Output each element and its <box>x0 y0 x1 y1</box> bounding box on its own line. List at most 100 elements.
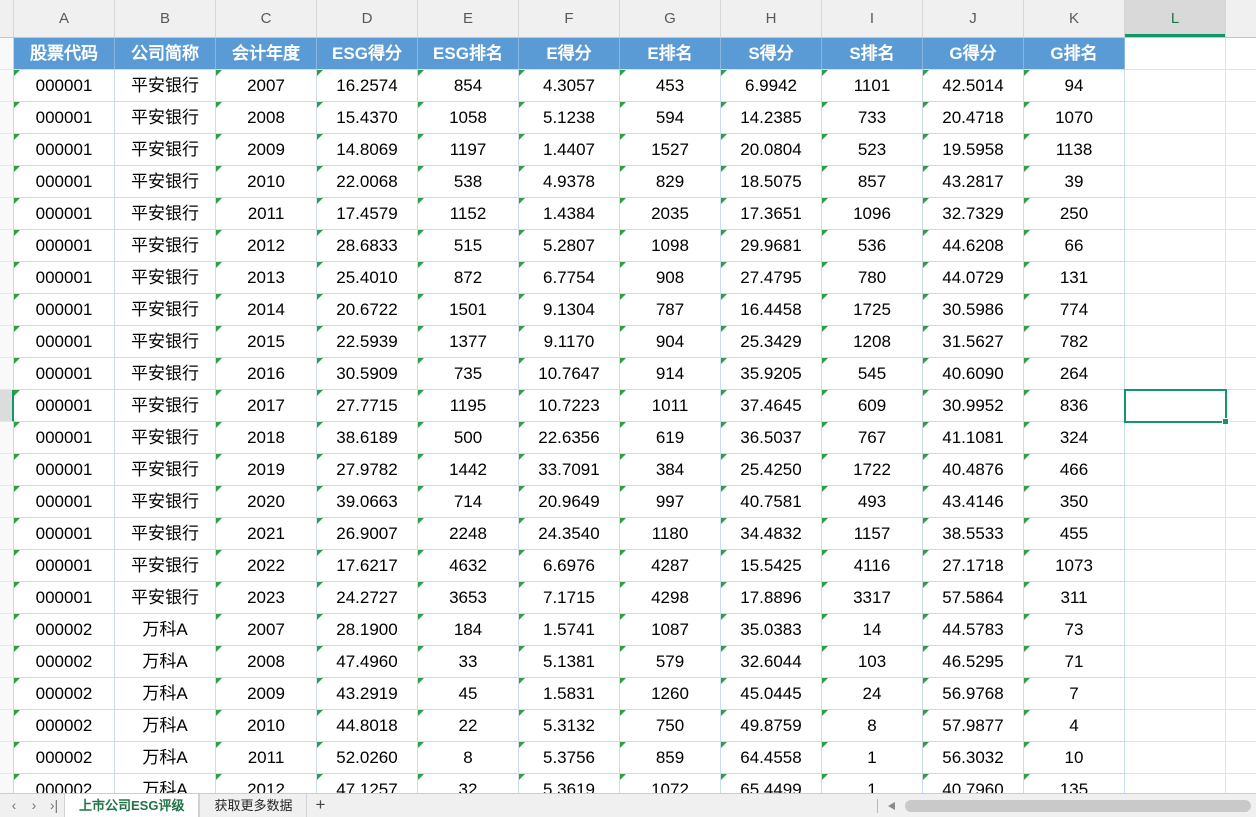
cell[interactable]: 854 <box>418 70 519 102</box>
cell[interactable]: 32.6044 <box>721 646 822 678</box>
cell[interactable]: 1180 <box>620 518 721 550</box>
cell[interactable]: 22.6356 <box>519 422 620 454</box>
cell[interactable]: 000001 <box>14 358 115 390</box>
cell[interactable]: 780 <box>822 262 923 294</box>
cell[interactable]: 25.4010 <box>317 262 418 294</box>
cell[interactable]: 1197 <box>418 134 519 166</box>
cell[interactable]: 万科A <box>115 614 216 646</box>
cell[interactable]: 1073 <box>1024 550 1125 582</box>
cell[interactable] <box>1125 518 1226 550</box>
cell[interactable]: 1011 <box>620 390 721 422</box>
cell[interactable]: 2015 <box>216 326 317 358</box>
cell[interactable]: 384 <box>620 454 721 486</box>
cell[interactable]: 27.7715 <box>317 390 418 422</box>
cell[interactable]: 19.5958 <box>923 134 1024 166</box>
cell[interactable]: 35.0383 <box>721 614 822 646</box>
cell[interactable]: 34.4832 <box>721 518 822 550</box>
cell[interactable]: 264 <box>1024 358 1125 390</box>
cell[interactable] <box>1125 550 1226 582</box>
cell[interactable] <box>1226 262 1256 294</box>
cell[interactable]: 4.3057 <box>519 70 620 102</box>
cell[interactable]: 10 <box>1024 742 1125 774</box>
cell[interactable] <box>1226 518 1256 550</box>
cell[interactable]: 4287 <box>620 550 721 582</box>
row-header-sliver[interactable] <box>0 614 14 646</box>
cell[interactable]: 1 <box>822 774 923 793</box>
cell[interactable]: 2009 <box>216 678 317 710</box>
cell[interactable]: 4116 <box>822 550 923 582</box>
cell[interactable]: 万科A <box>115 646 216 678</box>
cell[interactable]: 平安银行 <box>115 326 216 358</box>
cell[interactable] <box>1125 486 1226 518</box>
cell[interactable]: 20.9649 <box>519 486 620 518</box>
column-header-I[interactable]: I <box>822 0 923 37</box>
cell[interactable]: 1157 <box>822 518 923 550</box>
cell[interactable] <box>1226 294 1256 326</box>
cell[interactable]: 14 <box>822 614 923 646</box>
cell[interactable]: 平安银行 <box>115 102 216 134</box>
cell[interactable]: 1058 <box>418 102 519 134</box>
cell[interactable]: 000002 <box>14 614 115 646</box>
cell[interactable]: 2014 <box>216 294 317 326</box>
cell[interactable]: 908 <box>620 262 721 294</box>
cell[interactable]: 30.5909 <box>317 358 418 390</box>
cell[interactable]: 2009 <box>216 134 317 166</box>
cell[interactable] <box>1125 198 1226 230</box>
cell[interactable]: 57.5864 <box>923 582 1024 614</box>
cell[interactable]: 131 <box>1024 262 1125 294</box>
cell[interactable]: 829 <box>620 166 721 198</box>
cell[interactable] <box>1125 742 1226 774</box>
cell[interactable]: 29.9681 <box>721 230 822 262</box>
cell[interactable]: 904 <box>620 326 721 358</box>
row-header-sliver[interactable] <box>0 550 14 582</box>
cell[interactable] <box>1226 326 1256 358</box>
cell[interactable]: 2010 <box>216 166 317 198</box>
row-header-sliver[interactable] <box>0 70 14 102</box>
horizontal-scrollbar[interactable] <box>868 794 1256 817</box>
cell[interactable]: 平安银行 <box>115 422 216 454</box>
cell[interactable]: 平安银行 <box>115 134 216 166</box>
cell[interactable]: 1152 <box>418 198 519 230</box>
cell[interactable] <box>1125 294 1226 326</box>
selected-cell[interactable] <box>1124 389 1229 425</box>
cell[interactable]: 10.7647 <box>519 358 620 390</box>
cell[interactable]: 40.7960 <box>923 774 1024 793</box>
cell[interactable]: 184 <box>418 614 519 646</box>
cell[interactable]: 6.9942 <box>721 70 822 102</box>
cell[interactable]: 000001 <box>14 166 115 198</box>
cell[interactable]: 3317 <box>822 582 923 614</box>
header-cell[interactable]: E排名 <box>620 38 721 70</box>
cell[interactable]: 8 <box>822 710 923 742</box>
cell[interactable]: 5.1238 <box>519 102 620 134</box>
cell[interactable] <box>1125 774 1226 793</box>
cell[interactable] <box>1125 422 1226 454</box>
cell[interactable]: 4 <box>1024 710 1125 742</box>
row-header-sliver[interactable] <box>0 390 14 422</box>
column-header-C[interactable]: C <box>216 0 317 37</box>
cell[interactable]: 28.1900 <box>317 614 418 646</box>
cell[interactable]: 493 <box>822 486 923 518</box>
cell[interactable]: 2010 <box>216 710 317 742</box>
cell[interactable]: 73 <box>1024 614 1125 646</box>
cell[interactable]: 44.8018 <box>317 710 418 742</box>
cell[interactable] <box>1125 454 1226 486</box>
cell[interactable]: 42.5014 <box>923 70 1024 102</box>
cell[interactable] <box>1125 326 1226 358</box>
cell[interactable]: 453 <box>620 70 721 102</box>
cell[interactable]: 594 <box>620 102 721 134</box>
cell[interactable]: 24.2727 <box>317 582 418 614</box>
row-header-sliver[interactable] <box>0 454 14 486</box>
cell[interactable]: 6.7754 <box>519 262 620 294</box>
cell[interactable]: 14.2385 <box>721 102 822 134</box>
cell[interactable] <box>1226 486 1256 518</box>
column-header-K[interactable]: K <box>1024 0 1125 37</box>
cell[interactable]: 579 <box>620 646 721 678</box>
cell[interactable]: 38.5533 <box>923 518 1024 550</box>
cell[interactable]: 2008 <box>216 102 317 134</box>
cell[interactable]: 2011 <box>216 198 317 230</box>
cell[interactable]: 324 <box>1024 422 1125 454</box>
cell[interactable]: 3653 <box>418 582 519 614</box>
cell[interactable]: 35.9205 <box>721 358 822 390</box>
cell[interactable] <box>1226 710 1256 742</box>
cell[interactable]: 49.8759 <box>721 710 822 742</box>
